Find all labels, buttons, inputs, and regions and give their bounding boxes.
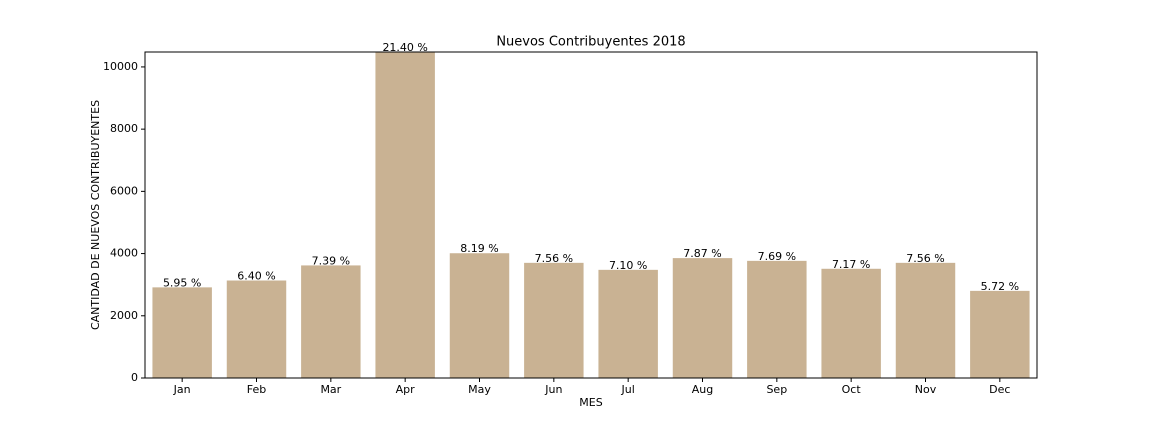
y-tick-label: 4000 bbox=[110, 247, 138, 260]
bar-label: 7.39 % bbox=[312, 254, 350, 267]
bar bbox=[970, 290, 1030, 378]
bar-label: 6.40 % bbox=[237, 270, 275, 283]
bar-label: 5.95 % bbox=[163, 276, 201, 289]
x-tick-label: Sep bbox=[766, 383, 787, 396]
bar-label: 7.56 % bbox=[906, 252, 944, 265]
bar bbox=[449, 253, 510, 378]
x-tick-label: May bbox=[468, 383, 491, 396]
x-tick-label: Nov bbox=[915, 383, 937, 396]
bar-label: 5.72 % bbox=[981, 280, 1019, 293]
x-tick-label: Dec bbox=[989, 383, 1010, 396]
bar-label: 7.56 % bbox=[535, 252, 573, 265]
x-tick-label: Jan bbox=[173, 383, 191, 396]
x-axis-label: MES bbox=[579, 396, 602, 409]
y-tick-label: 0 bbox=[131, 371, 138, 384]
bar bbox=[747, 260, 807, 378]
chart-title: Nuevos Contribuyentes 2018 bbox=[496, 35, 685, 50]
bar bbox=[301, 265, 361, 378]
bar bbox=[375, 52, 435, 378]
bar-label: 7.17 % bbox=[832, 258, 870, 271]
x-tick-label: Apr bbox=[396, 383, 416, 396]
y-tick-label: 10000 bbox=[103, 60, 138, 73]
x-tick-label: Mar bbox=[320, 383, 341, 396]
bar bbox=[672, 258, 733, 378]
bar-label: 8.19 % bbox=[460, 242, 498, 255]
y-tick-label: 6000 bbox=[110, 184, 138, 197]
plot-frame bbox=[144, 51, 1038, 379]
bar bbox=[821, 268, 881, 378]
bar-label: 21.40 % bbox=[382, 41, 427, 54]
x-tick-label: Aug bbox=[692, 383, 713, 396]
bar bbox=[598, 269, 658, 378]
bar-label: 7.87 % bbox=[683, 247, 721, 260]
y-tick-label: 2000 bbox=[110, 309, 138, 322]
bar bbox=[152, 287, 212, 378]
bar-label: 7.10 % bbox=[609, 259, 647, 272]
y-axis-label: CANTIDAD DE NUEVOS CONTRIBUYENTES bbox=[89, 100, 102, 330]
bar bbox=[524, 262, 584, 378]
x-tick-label: Oct bbox=[842, 383, 862, 396]
x-tick-label: Jul bbox=[621, 383, 635, 396]
bar bbox=[226, 280, 287, 378]
bar-label: 7.69 % bbox=[758, 250, 796, 263]
x-tick-label: Feb bbox=[247, 383, 266, 396]
bar bbox=[895, 262, 956, 378]
x-tick-label: Jun bbox=[544, 383, 562, 396]
y-tick-label: 8000 bbox=[110, 122, 138, 135]
